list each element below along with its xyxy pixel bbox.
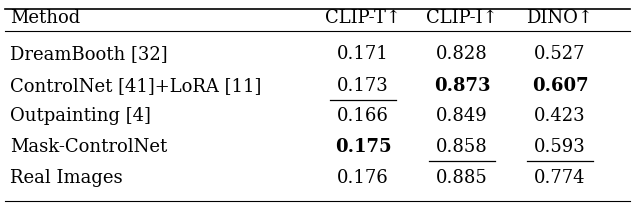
Text: Mask-ControlNet: Mask-ControlNet (10, 138, 167, 156)
Text: 0.607: 0.607 (532, 77, 588, 95)
Text: 0.593: 0.593 (534, 138, 586, 156)
Text: 0.873: 0.873 (434, 77, 490, 95)
Text: Real Images: Real Images (10, 169, 123, 187)
Text: 0.527: 0.527 (534, 45, 586, 63)
Text: 0.173: 0.173 (337, 77, 389, 95)
Text: 0.858: 0.858 (436, 138, 488, 156)
Text: 0.774: 0.774 (534, 169, 586, 187)
Text: 0.849: 0.849 (436, 107, 488, 125)
Text: Outpainting [4]: Outpainting [4] (10, 107, 151, 125)
Text: 0.166: 0.166 (337, 107, 389, 125)
Text: Method: Method (10, 9, 80, 27)
Text: DreamBooth [32]: DreamBooth [32] (10, 45, 168, 63)
Text: 0.175: 0.175 (335, 138, 391, 156)
Text: 0.423: 0.423 (534, 107, 586, 125)
Text: DINO↑: DINO↑ (527, 9, 593, 27)
Text: CLIP-I↑: CLIP-I↑ (426, 9, 498, 27)
Text: ControlNet [41]+LoRA [11]: ControlNet [41]+LoRA [11] (10, 77, 261, 95)
Text: 0.828: 0.828 (436, 45, 488, 63)
Text: CLIP-T↑: CLIP-T↑ (325, 9, 401, 27)
Text: 0.885: 0.885 (436, 169, 488, 187)
Text: 0.171: 0.171 (337, 45, 389, 63)
Text: 0.176: 0.176 (337, 169, 389, 187)
